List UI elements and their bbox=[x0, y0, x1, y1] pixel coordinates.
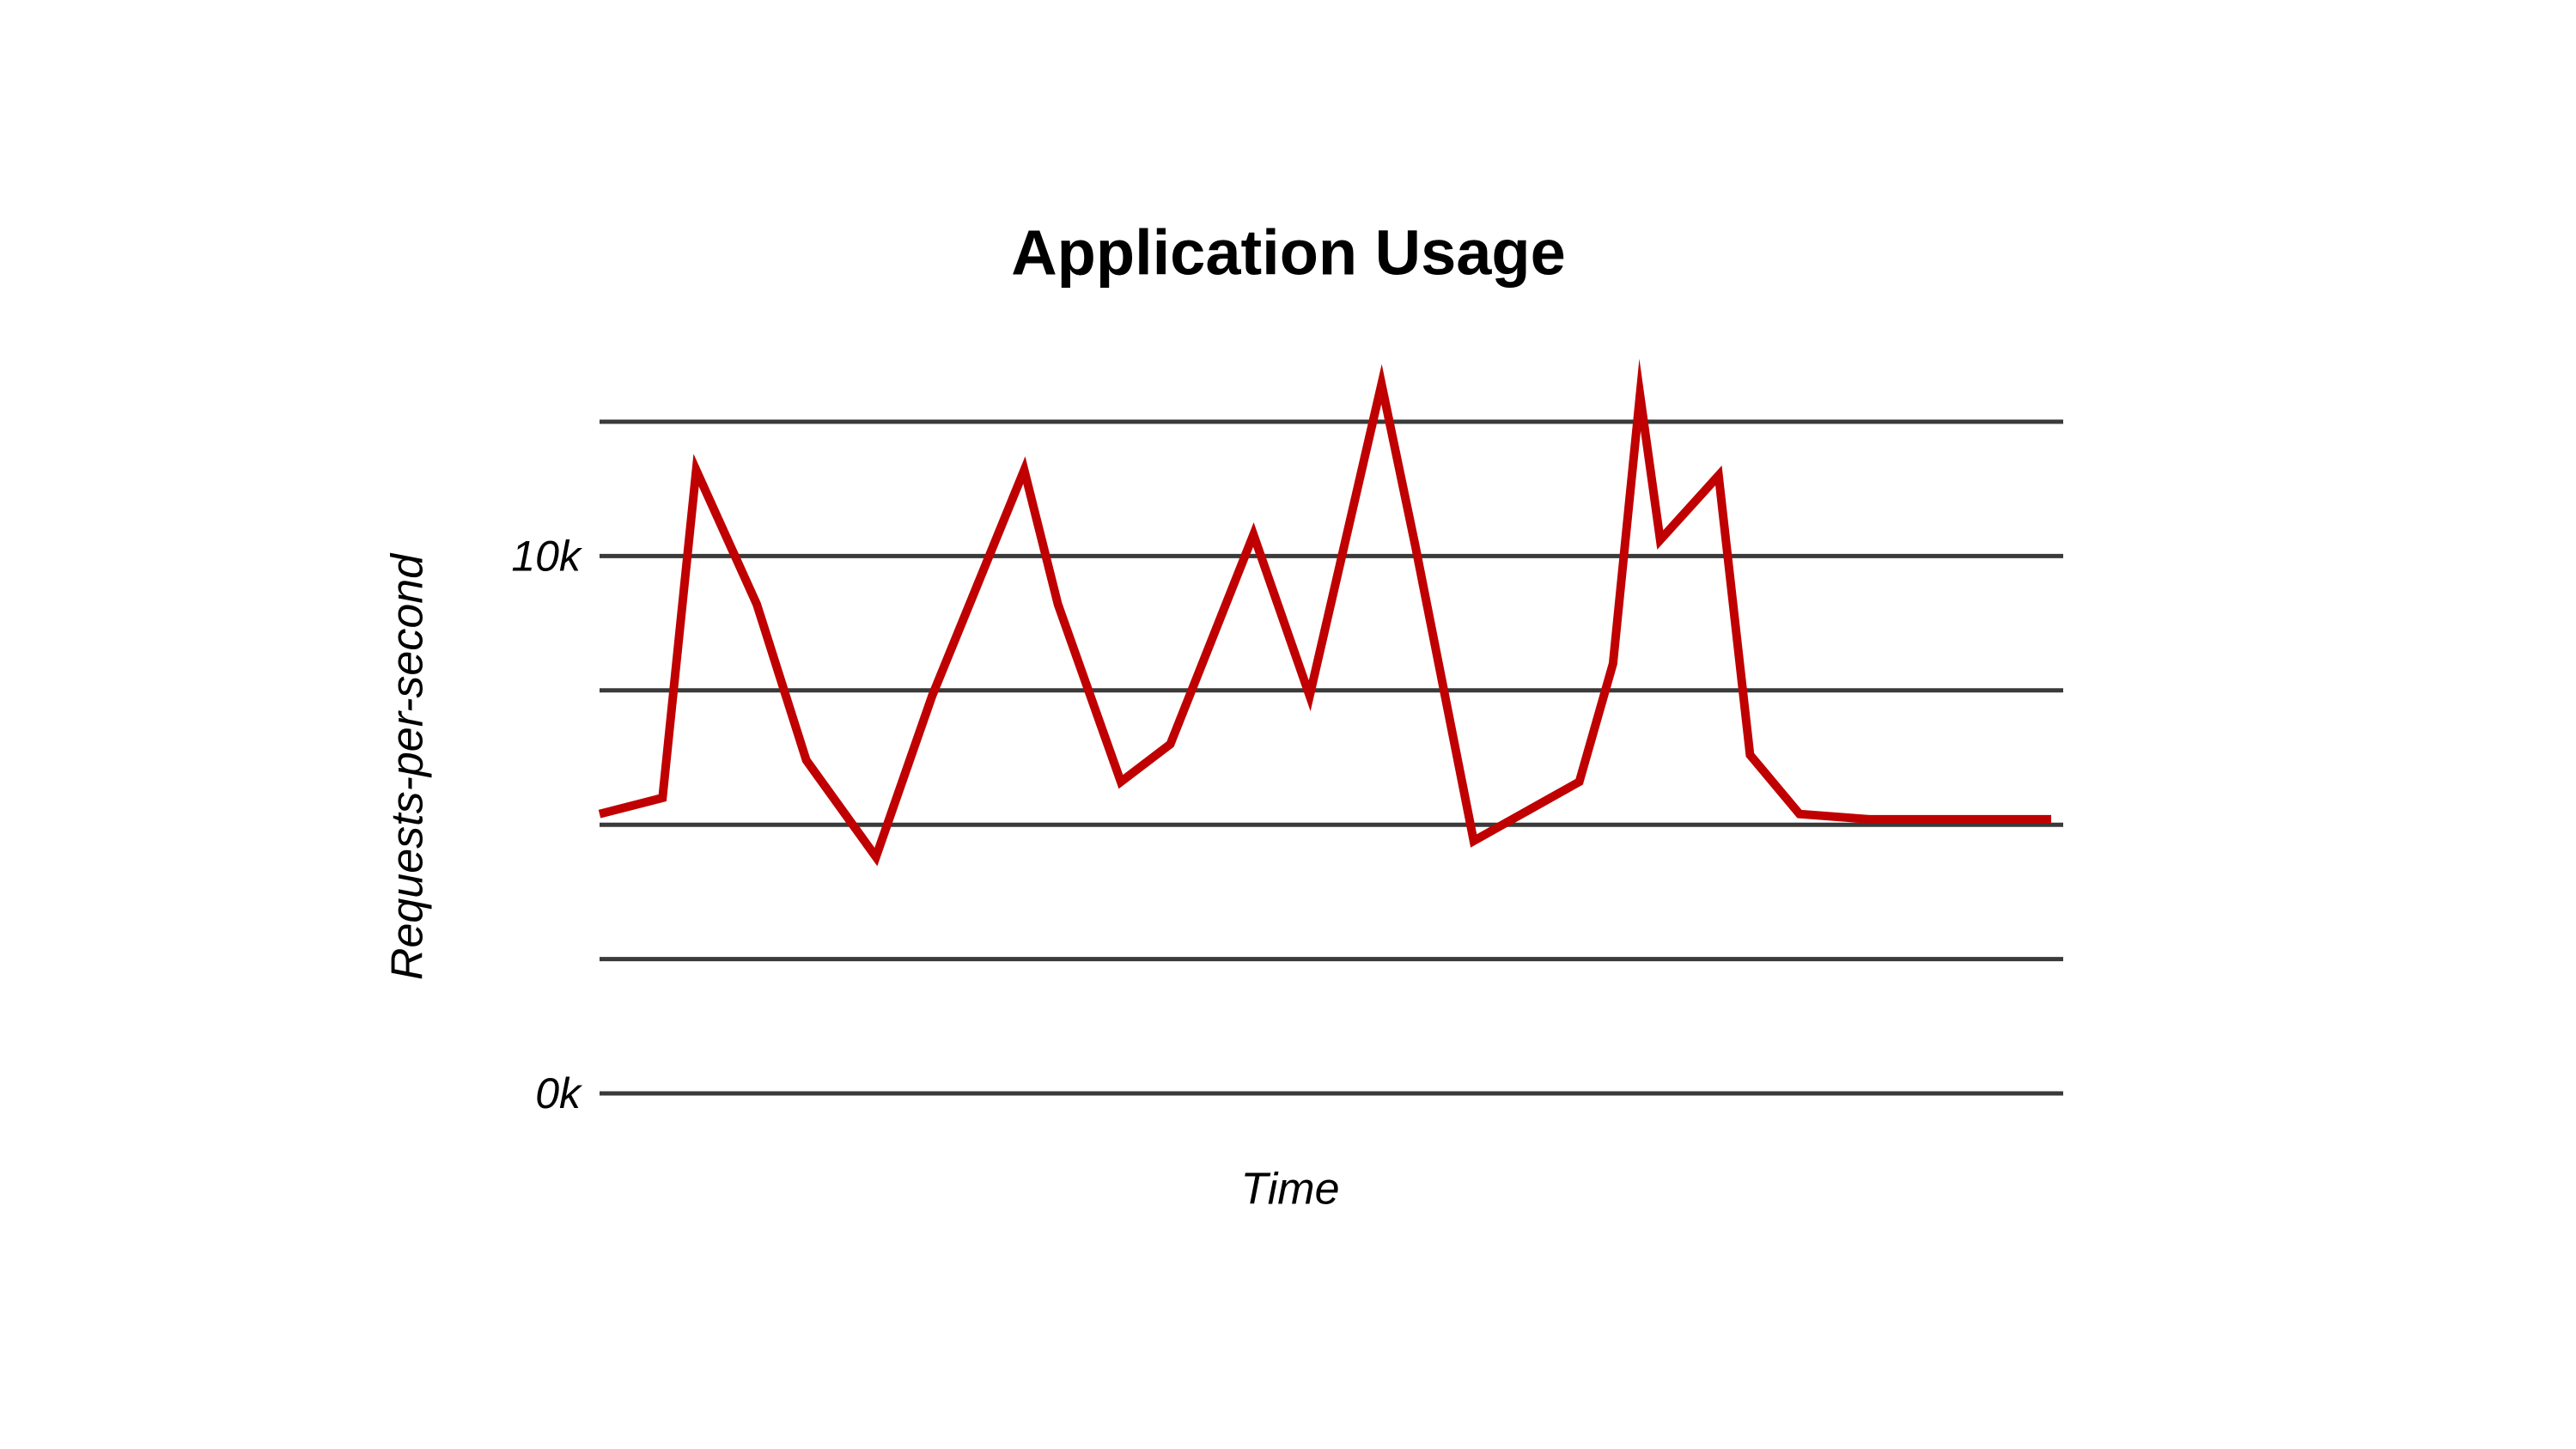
chart-title: Application Usage bbox=[1011, 217, 1566, 289]
gridlines bbox=[600, 419, 2063, 1096]
y-tick-label: 10k bbox=[511, 533, 583, 581]
y-tick-label: 0k bbox=[535, 1069, 583, 1117]
series-lines bbox=[598, 358, 2051, 867]
y-axis-label: Requests-per-second bbox=[383, 552, 433, 980]
x-axis-label: Time bbox=[1240, 1165, 1339, 1215]
y-tick-labels: 0k 10k bbox=[511, 533, 583, 1118]
series-line bbox=[598, 358, 2051, 867]
